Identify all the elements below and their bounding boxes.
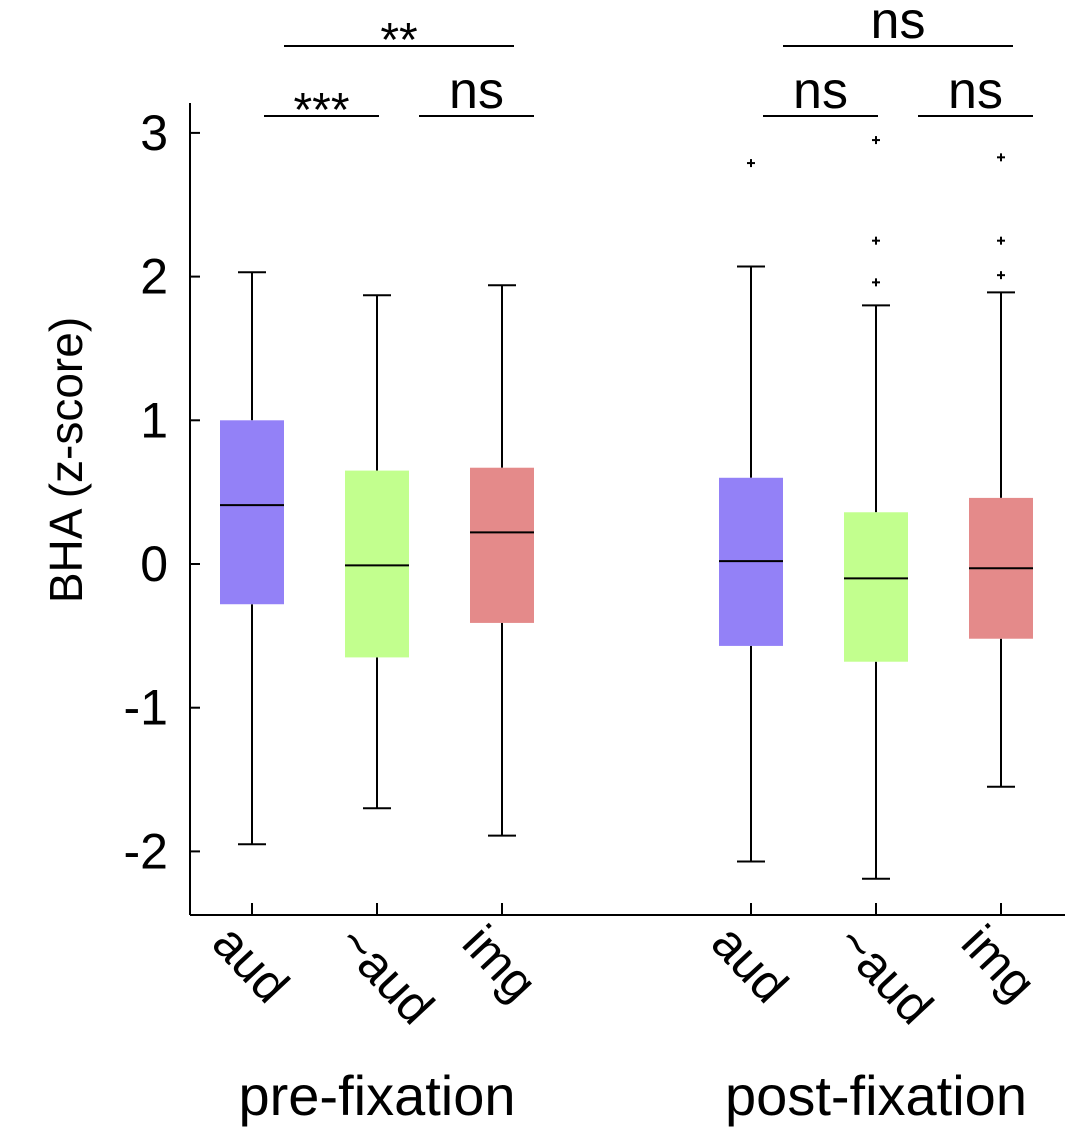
outlier-marker	[872, 136, 880, 145]
outlier-marker	[997, 236, 1005, 245]
y-tick-label: 1	[140, 392, 168, 448]
outlier-marker	[747, 159, 755, 168]
outlier-marker	[997, 153, 1005, 162]
significance-label: ns	[948, 62, 1003, 120]
significance-label: ns	[871, 0, 926, 50]
iqr-box	[345, 470, 409, 658]
y-tick-label: -1	[124, 680, 168, 736]
x-ticks: aud ~aud img aud ~aud img	[202, 903, 1047, 1035]
axes	[189, 103, 1065, 916]
x-tick-label: img	[452, 914, 548, 1011]
iqr-box	[220, 420, 284, 605]
x-tick-label: img	[951, 914, 1047, 1011]
y-tick-label: 2	[140, 249, 168, 305]
outlier-marker	[997, 271, 1005, 280]
box-post-fixation-aud	[719, 159, 783, 863]
group-label: post-fixation	[725, 1064, 1027, 1127]
iqr-box	[844, 512, 908, 662]
iqr-box	[470, 467, 534, 623]
outlier-marker	[872, 236, 880, 245]
y-axis-label: BHA (z-score)	[40, 317, 92, 603]
box-post-fixation-img	[969, 153, 1033, 788]
box-post-fixation-~aud	[844, 136, 908, 880]
significance-label: ns	[449, 62, 504, 120]
y-tick-label: 3	[140, 105, 168, 161]
box-pre-fixation-img	[470, 284, 534, 837]
significance-label: ***	[293, 84, 349, 137]
y-tick-label: -2	[124, 823, 168, 879]
y-tick-label: 0	[140, 536, 168, 592]
significance-label: **	[380, 14, 417, 67]
outlier-marker	[872, 278, 880, 287]
box-pre-fixation-aud	[220, 271, 284, 846]
x-tick-label: aud	[701, 914, 799, 1013]
x-tick-label: ~aud	[826, 914, 944, 1035]
x-tick-label: aud	[202, 914, 300, 1013]
boxes	[220, 136, 1033, 880]
group-label: pre-fixation	[238, 1064, 515, 1127]
group-labels: pre-fixation post-fixation	[238, 1064, 1026, 1127]
significance-label: ns	[793, 62, 848, 120]
y-ticks: 3 2 1 0 -1 -2	[124, 105, 200, 879]
box-pre-fixation-~aud	[345, 294, 409, 810]
x-tick-label: ~aud	[327, 914, 445, 1035]
